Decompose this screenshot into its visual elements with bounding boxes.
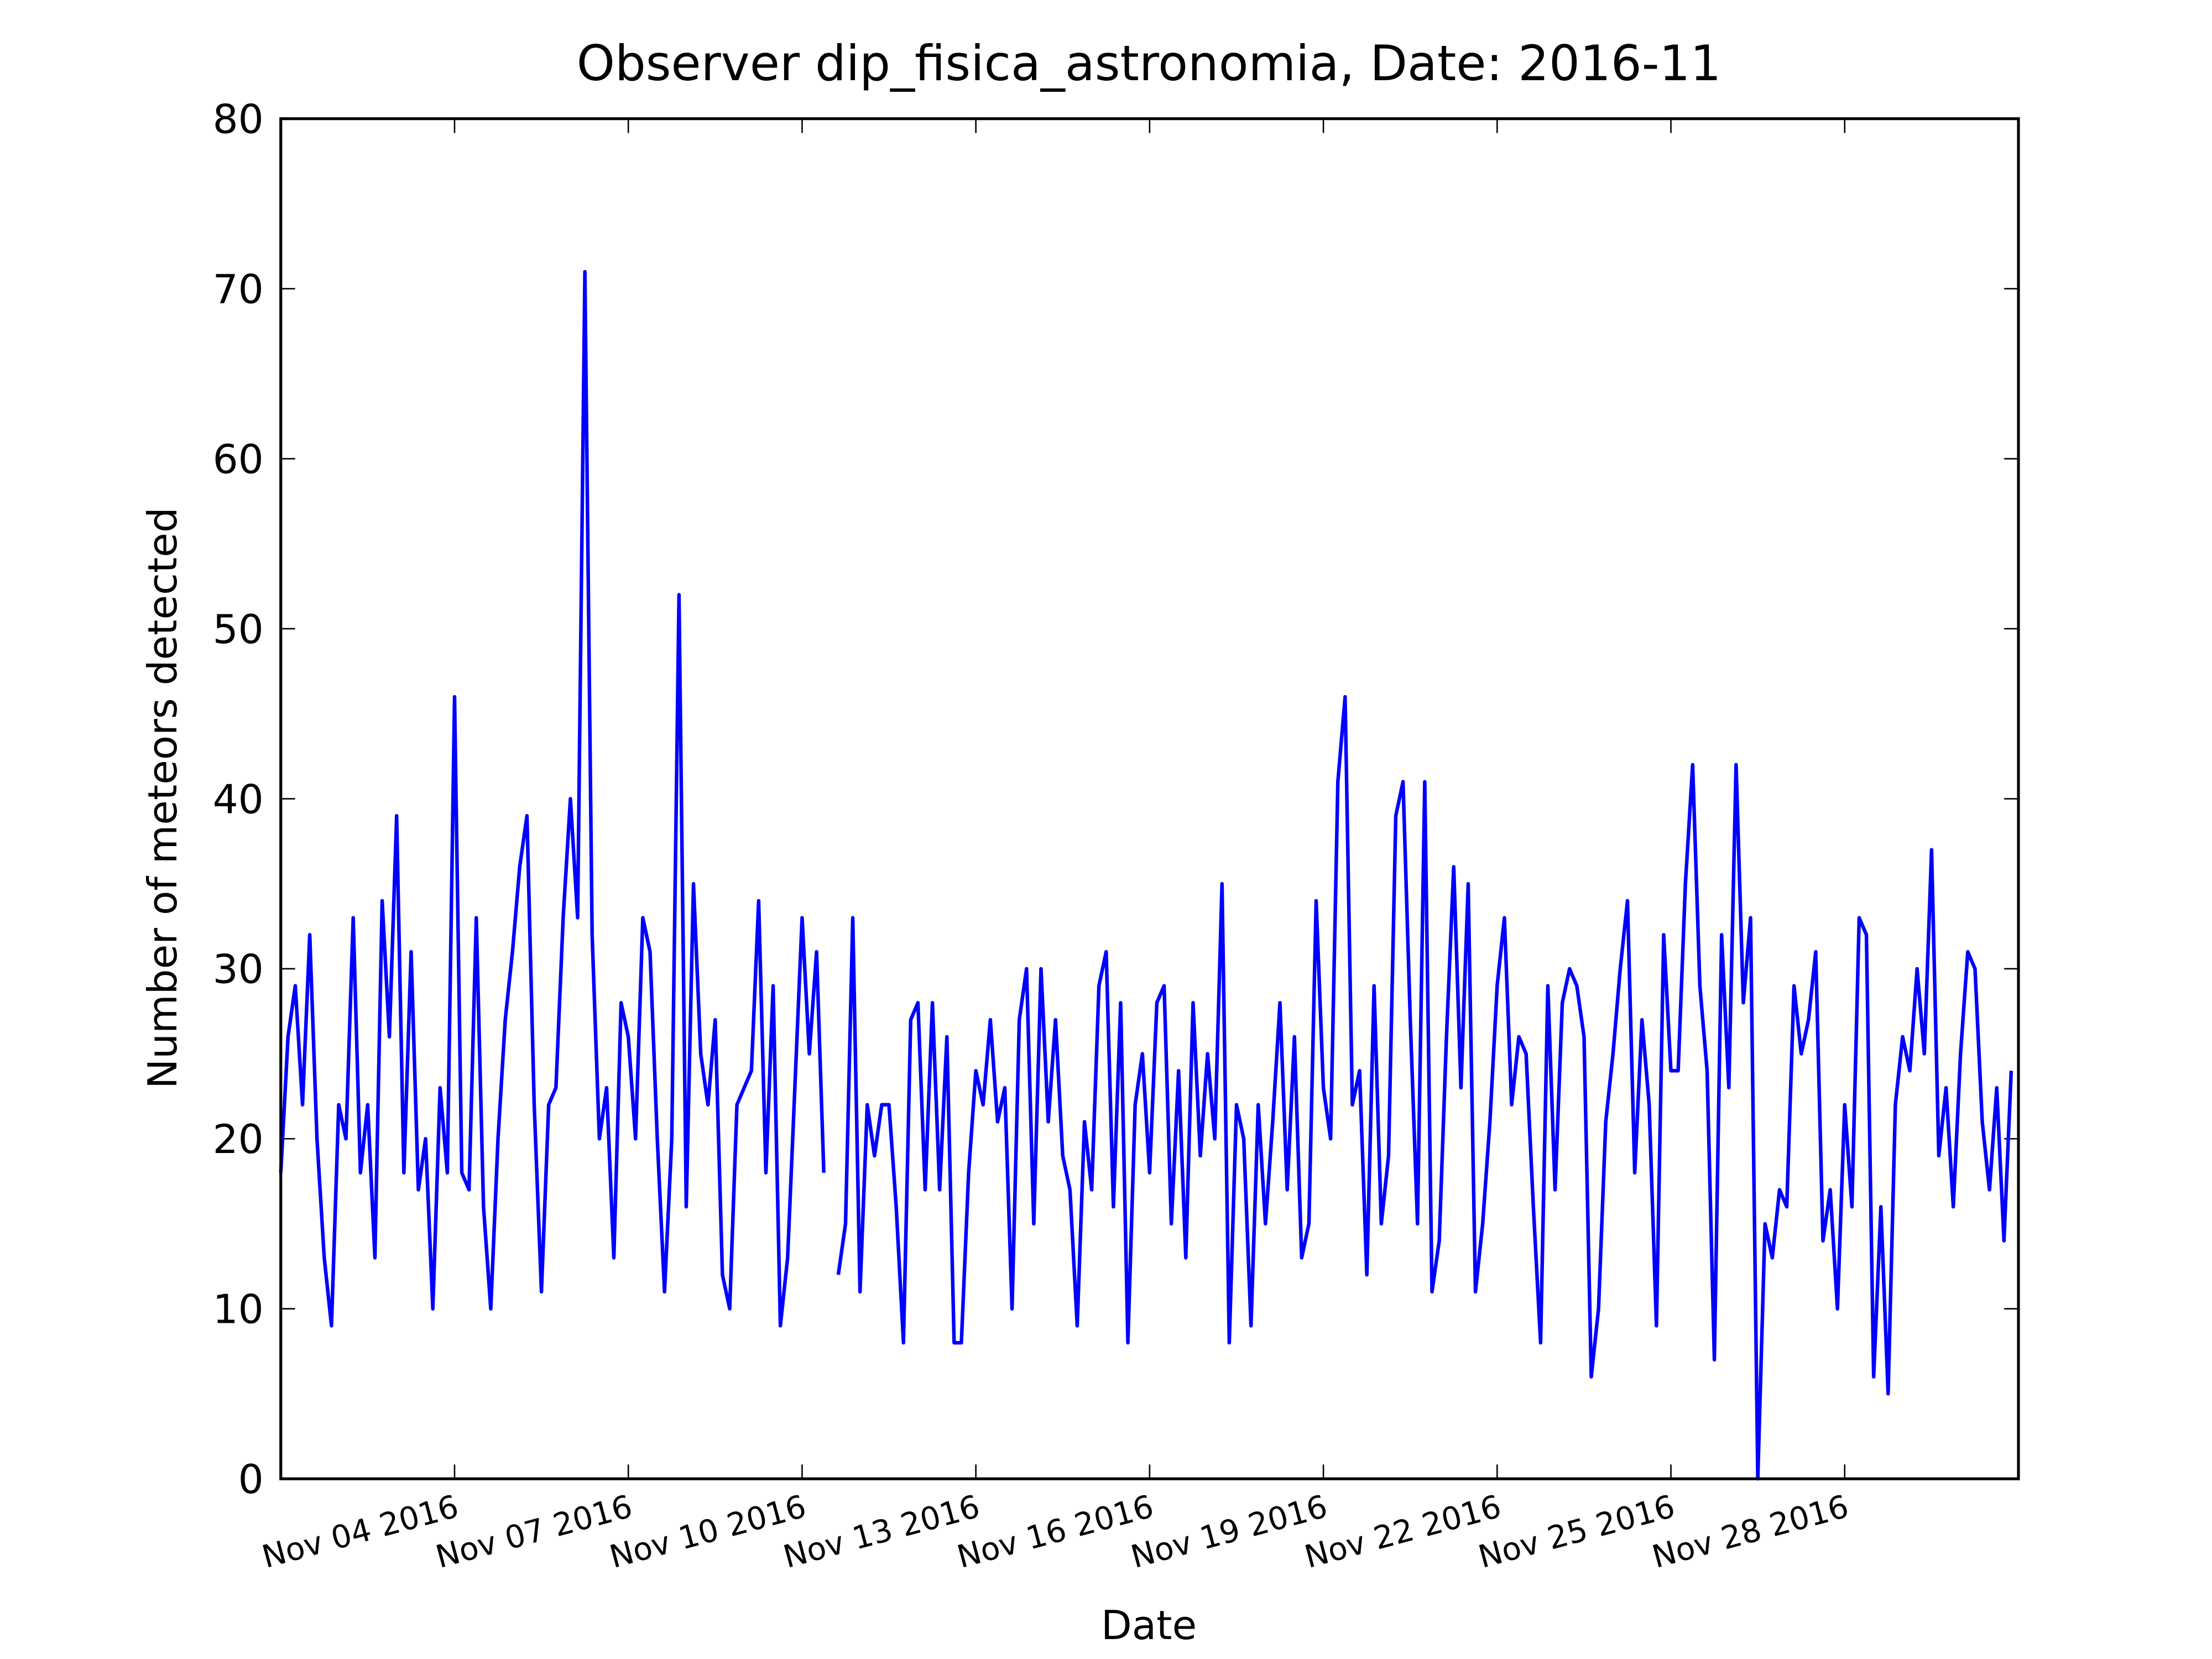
y-tick-label: 20: [213, 1117, 264, 1163]
y-tick-label: 30: [213, 947, 264, 993]
y-tick-label: 10: [213, 1287, 264, 1333]
y-tick-label: 80: [213, 97, 264, 143]
x-axis-label: Date: [1101, 1603, 1197, 1649]
y-tick-label: 70: [213, 267, 264, 313]
y-axis-label: Number of meteors detected: [140, 507, 186, 1089]
y-tick-label: 60: [213, 436, 264, 483]
y-tick-label: 40: [213, 776, 264, 823]
chart-title: Observer dip_fisica_astronomia, Date: 20…: [577, 35, 1721, 92]
axes-frame: [279, 117, 2020, 1480]
y-tick-label: 0: [238, 1457, 264, 1503]
data-line: [279, 270, 2013, 1481]
y-tick-label: 50: [213, 607, 264, 653]
